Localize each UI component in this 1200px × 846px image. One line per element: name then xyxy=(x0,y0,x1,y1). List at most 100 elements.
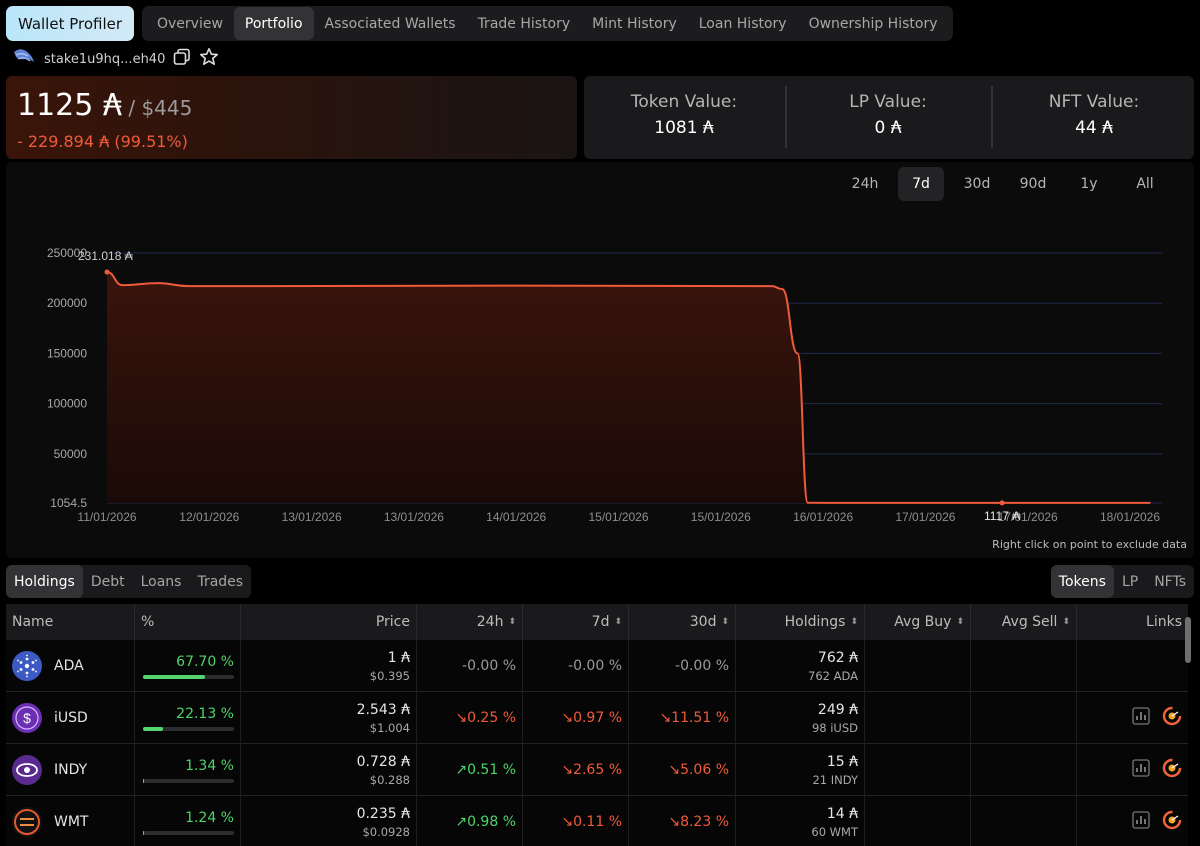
pct-cell: 67.70 % xyxy=(135,640,241,692)
change-30d: ↘11.51 % xyxy=(629,692,736,744)
y-tick-label: 100000 xyxy=(47,397,87,411)
table-row[interactable]: WMT 1.24 % 0.235 ₳ $0.0928 ↗0.98 % ↘0.11… xyxy=(6,796,1188,846)
token-name-cell: WMT xyxy=(6,796,135,846)
tab-mint-history[interactable]: Mint History xyxy=(592,15,677,32)
col-name[interactable]: Name xyxy=(6,604,135,640)
asset-type-tabs: Tokens LP NFTs xyxy=(1050,565,1194,598)
sort-icon: ⬍ xyxy=(850,617,858,627)
tab-trades[interactable]: Trades xyxy=(197,573,244,590)
avg-buy-cell xyxy=(865,640,971,692)
wmt-token-icon xyxy=(12,807,42,837)
table-scrollbar[interactable] xyxy=(1185,617,1191,663)
star-icon[interactable] xyxy=(199,47,219,71)
price-cell: 1 ₳ $0.395 xyxy=(241,640,417,692)
range-90d[interactable]: 90d xyxy=(1019,176,1047,192)
price-stack: 0.728 ₳ $0.288 xyxy=(357,754,410,787)
portfolio-value-chart[interactable]: 250000 200000 150000 100000 50000 1054.511/01… xyxy=(6,162,1194,558)
holdings-amount: 60 WMT xyxy=(811,824,858,839)
links-cell xyxy=(1077,796,1188,846)
links-cell xyxy=(1077,640,1188,692)
col-pct[interactable]: % xyxy=(135,604,241,640)
table-row[interactable]: INDY 1.34 % 0.728 ₳ $0.288 ↗0.51 % ↘2.65… xyxy=(6,744,1188,796)
x-tick-label: 15/01/2026 xyxy=(588,510,648,524)
holdings-cell: 15 ₳ 21 INDY xyxy=(736,744,865,796)
tab-holdings[interactable]: Holdings xyxy=(6,565,83,598)
avg-sell-cell xyxy=(971,744,1077,796)
holdings-tabs: Holdings Debt Loans Trades xyxy=(6,565,252,598)
holdings-cell: 249 ₳ 98 iUSD xyxy=(736,692,865,744)
dex-link-icon[interactable] xyxy=(1162,706,1182,730)
token-value-stat: Token Value: 1081 ₳ xyxy=(584,92,784,138)
tab-lp[interactable]: LP xyxy=(1121,573,1139,590)
lp-value: 0 ₳ xyxy=(874,118,902,138)
chart-link-icon[interactable] xyxy=(1132,707,1150,729)
range-24h[interactable]: 24h xyxy=(851,176,879,192)
pct-bar xyxy=(143,778,234,783)
col-7d[interactable]: 7d ⬍ xyxy=(523,604,629,640)
avg-sell-cell xyxy=(971,692,1077,744)
pct-bar-fill xyxy=(143,778,145,783)
price-ada: 2.543 ₳ xyxy=(356,701,410,718)
tab-tokens[interactable]: Tokens xyxy=(1050,565,1114,598)
change-30d: ↘5.06 % xyxy=(629,744,736,796)
sort-icon: ⬍ xyxy=(614,617,622,627)
col-30d[interactable]: 30d ⬍ xyxy=(629,604,736,640)
wallet-address: stake1u9hq...eh40 xyxy=(44,51,166,67)
total-ada: 1125 ₳ xyxy=(17,88,122,123)
tab-overview[interactable]: Overview xyxy=(157,15,223,32)
y-tick-label: 150000 xyxy=(47,346,87,360)
indy-token-icon xyxy=(12,755,42,785)
range-30d[interactable]: 30d xyxy=(963,176,991,192)
tab-trade-history[interactable]: Trade History xyxy=(477,15,571,32)
token-name: WMT xyxy=(54,814,89,830)
token-name-cell: ADA xyxy=(6,640,135,692)
x-tick-label: 16/01/2026 xyxy=(793,510,853,524)
tab-associated-wallets[interactable]: Associated Wallets xyxy=(324,15,456,32)
pct-cell: 1.24 % xyxy=(135,796,241,846)
pct-bar xyxy=(143,726,234,731)
col-avg-buy[interactable]: Avg Buy ⬍ xyxy=(865,604,971,640)
col-30d-label: 30d xyxy=(689,614,717,630)
tab-ownership-history[interactable]: Ownership History xyxy=(808,15,938,32)
holdings-table: Name % Price 24h ⬍ 7d ⬍ 30d ⬍ Holdings ⬍ Avg… xyxy=(6,604,1188,846)
table-row[interactable]: ADA 67.70 % 1 ₳ $0.395 -0.00 % -0.00 % -… xyxy=(6,640,1188,692)
dex-link-icon[interactable] xyxy=(1162,758,1182,782)
tab-debt[interactable]: Debt xyxy=(90,573,125,590)
holdings-ada: 762 ₳ xyxy=(817,649,858,666)
tab-loan-history[interactable]: Loan History xyxy=(698,15,787,32)
dex-link-icon[interactable] xyxy=(1162,810,1182,834)
avg-buy-cell xyxy=(865,692,971,744)
pct-bar xyxy=(143,830,234,835)
range-1y[interactable]: 1y xyxy=(1080,176,1098,192)
range-all[interactable]: All xyxy=(1136,176,1154,192)
pct-wrap: 1.24 % xyxy=(143,810,234,835)
range-7d[interactable]: 7d xyxy=(898,167,944,201)
avg-sell-cell xyxy=(971,640,1077,692)
avg-buy-cell xyxy=(865,796,971,846)
col-avg-sell[interactable]: Avg Sell ⬍ xyxy=(971,604,1077,640)
avg-sell-cell xyxy=(971,796,1077,846)
portfolio-delta: - 229.894 ₳ (99.51%) xyxy=(17,132,188,151)
col-price[interactable]: Price xyxy=(241,604,417,640)
holdings-ada: 249 ₳ xyxy=(817,701,858,718)
col-holdings[interactable]: Holdings ⬍ xyxy=(736,604,865,640)
links-cell xyxy=(1077,692,1188,744)
tab-portfolio[interactable]: Portfolio xyxy=(233,7,314,40)
chart-link-icon[interactable] xyxy=(1132,759,1150,781)
stat-divider xyxy=(991,86,993,148)
change-7d: ↘2.65 % xyxy=(523,744,629,796)
price-cell: 0.235 ₳ $0.0928 xyxy=(241,796,417,846)
tab-loans[interactable]: Loans xyxy=(140,573,182,590)
lp-value-label: LP Value: xyxy=(849,92,927,112)
chart-link-icon[interactable] xyxy=(1132,811,1150,833)
tab-nfts[interactable]: NFTs xyxy=(1154,573,1186,590)
price-usd: $1.004 xyxy=(369,720,410,735)
token-name: ADA xyxy=(54,658,84,674)
top-nav: Wallet Profiler Overview Portfolio Assoc… xyxy=(6,6,953,42)
token-name-cell: $ iUSD xyxy=(6,692,135,744)
link-icons xyxy=(1132,810,1182,834)
wallet-profiler-button[interactable]: Wallet Profiler xyxy=(6,6,134,41)
copy-icon[interactable] xyxy=(173,48,191,70)
table-row[interactable]: $ iUSD 22.13 % 2.543 ₳ $1.004 ↘0.25 % ↘0… xyxy=(6,692,1188,744)
col-24h[interactable]: 24h ⬍ xyxy=(417,604,523,640)
